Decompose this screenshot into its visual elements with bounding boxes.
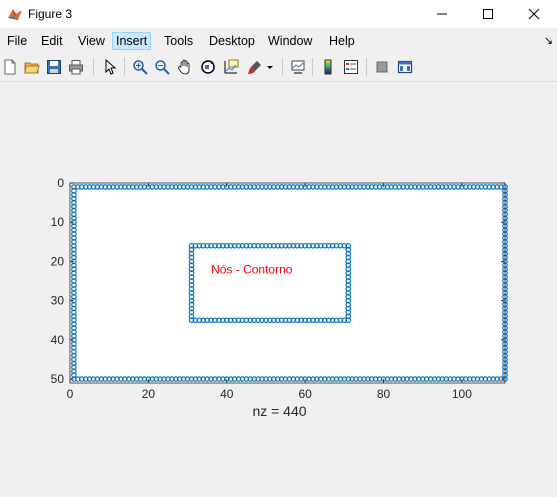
window-title: Figure 3 [28, 7, 73, 21]
open-folder-icon [24, 62, 40, 74]
axes-background [70, 183, 505, 383]
pan-hand-icon [178, 59, 190, 75]
link-plot-icon [291, 60, 305, 74]
insert-legend-button[interactable] [341, 57, 361, 77]
matlab-logo-icon [8, 9, 22, 20]
toolbar-separator [312, 58, 313, 76]
print-icon [69, 60, 83, 75]
zoom-in-button[interactable] [130, 57, 150, 77]
chevron-down-icon [267, 66, 273, 69]
x-tick-label: 100 [452, 387, 472, 401]
zoom-in-icon [133, 60, 148, 75]
title-bar: Figure 3 [0, 0, 557, 28]
y-tick-label: 20 [51, 254, 65, 268]
data-point [71, 372, 77, 378]
zoom-out-button[interactable] [152, 57, 172, 77]
data-point [345, 313, 352, 320]
toolbar-separator [124, 58, 125, 76]
spy-plot[interactable]: 0 20 40 60 80 100 0 10 20 30 40 50 nz = 440 Nós - Con… [0, 82, 557, 497]
brush-icon [248, 61, 261, 74]
data-cursor-icon [224, 59, 239, 74]
x-tick-label: 60 [298, 387, 312, 401]
select-arrow-icon [105, 59, 117, 75]
save-button[interactable] [44, 57, 64, 77]
new-file-icon [4, 59, 16, 75]
x-axis-label: nz = 440 [252, 403, 306, 419]
show-plot-tools-icon [397, 60, 413, 74]
x-tick-label: 80 [377, 387, 391, 401]
close-icon [528, 8, 540, 20]
annotation-text: Nós - Contorno [211, 262, 293, 276]
hide-plot-tools-icon [376, 61, 388, 73]
y-tick-label: 0 [57, 176, 64, 190]
y-tick-label: 50 [51, 372, 65, 386]
menu-view[interactable]: View [78, 34, 105, 48]
y-tick-label: 30 [51, 294, 65, 308]
maximize-icon [483, 9, 493, 19]
data-point [188, 313, 195, 320]
menu-bar: File Edit View Insert Tools Desktop Wind… [0, 30, 557, 52]
data-cursor-button[interactable] [221, 57, 241, 77]
open-file-button[interactable] [22, 57, 42, 77]
toolbar-separator [366, 58, 367, 76]
toolbar-separator [282, 58, 283, 76]
menu-window[interactable]: Window [268, 34, 313, 48]
menu-file[interactable]: File [7, 34, 28, 48]
x-tick-label: 20 [142, 387, 156, 401]
save-icon [47, 60, 61, 74]
minimize-icon [437, 13, 447, 15]
x-tick-label: 40 [220, 387, 234, 401]
print-button[interactable] [66, 57, 86, 77]
y-tick-label: 10 [51, 215, 65, 229]
zoom-out-icon [155, 60, 170, 75]
pan-button[interactable] [175, 57, 195, 77]
show-plot-tools-button[interactable] [395, 57, 415, 77]
rotate-3d-icon [201, 60, 215, 74]
brush-button[interactable] [245, 57, 265, 77]
menu-desktop[interactable]: Desktop [209, 34, 255, 48]
legend-icon [344, 60, 358, 74]
menu-insert[interactable]: Insert [112, 32, 152, 50]
menu-edit[interactable]: Edit [41, 34, 63, 48]
menu-tools[interactable]: Tools [164, 34, 194, 48]
x-tick-label: 0 [67, 387, 74, 401]
close-button[interactable] [511, 0, 557, 28]
hide-plot-tools-button[interactable] [372, 57, 392, 77]
brush-dropdown-button[interactable] [264, 57, 276, 77]
figure-toolbar [0, 53, 557, 82]
rotate-3d-button[interactable] [198, 57, 218, 77]
link-plot-button[interactable] [288, 57, 308, 77]
figure-canvas: 0 20 40 60 80 100 0 10 20 30 40 50 nz = 440 Nós - Con… [0, 82, 557, 497]
toolbar-separator [93, 58, 94, 76]
edit-plot-button[interactable] [100, 57, 120, 77]
maximize-button[interactable] [465, 0, 511, 28]
dock-arrow-icon[interactable]: ↘ [543, 35, 553, 47]
new-figure-button[interactable] [0, 57, 20, 77]
minimize-button[interactable] [419, 0, 465, 28]
y-tick-label: 40 [51, 333, 65, 347]
axes-box [69, 182, 506, 384]
colorbar-icon [324, 59, 332, 75]
insert-colorbar-button[interactable] [318, 57, 338, 77]
menu-help[interactable]: Help [329, 34, 355, 48]
